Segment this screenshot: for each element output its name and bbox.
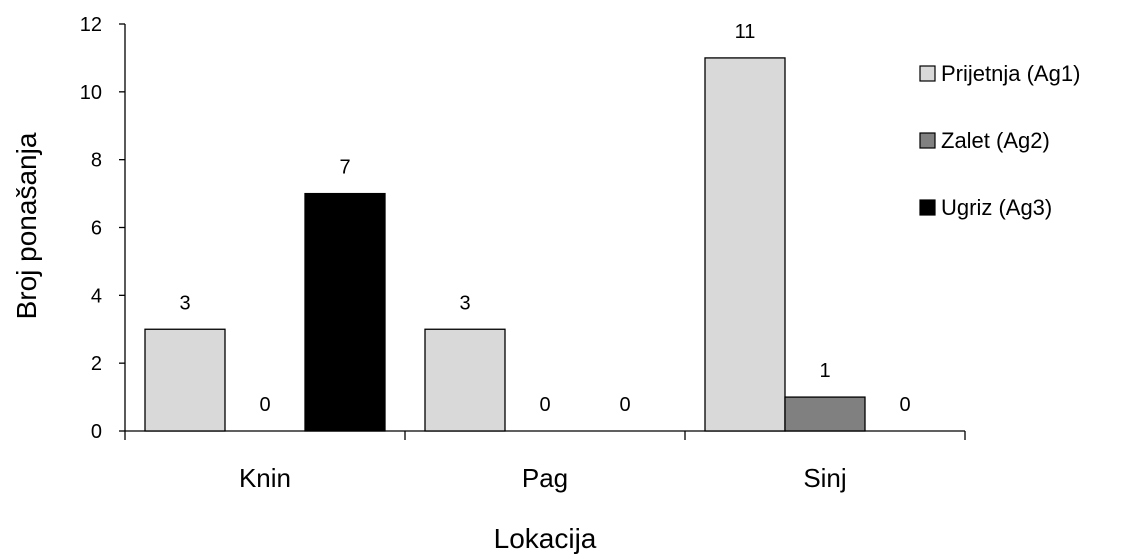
bar	[704, 57, 786, 432]
legend-swatch	[919, 199, 936, 216]
x-axis-title: Lokacija	[494, 523, 597, 554]
data-label: 0	[899, 394, 910, 416]
x-category-label: Sinj	[803, 463, 846, 493]
data-label: 3	[179, 292, 190, 314]
data-label: 0	[539, 394, 550, 416]
data-label: 7	[339, 157, 350, 179]
y-axis-title: Broj ponašanja	[11, 132, 42, 319]
bar	[784, 396, 866, 432]
data-label: 3	[459, 292, 470, 314]
legend-label: Prijetnja (Ag1)	[941, 61, 1080, 86]
data-label: 11	[735, 21, 756, 43]
x-category-label: Pag	[522, 463, 568, 493]
bar	[424, 328, 506, 432]
legend-swatch	[919, 65, 936, 82]
y-tick-label: 10	[80, 82, 102, 104]
legend-swatch	[919, 132, 936, 149]
bar	[304, 192, 386, 432]
legend: Prijetnja (Ag1) Zalet (Ag2) Ugriz (Ag3)	[919, 61, 1080, 220]
data-label: 1	[819, 360, 830, 382]
legend-label: Zalet (Ag2)	[941, 128, 1050, 153]
y-tick-label: 0	[91, 421, 102, 443]
x-category-label: Knin	[239, 463, 291, 493]
y-tick-label: 12	[80, 14, 102, 36]
y-tick-label: 8	[91, 150, 102, 172]
y-tick-label: 2	[91, 353, 102, 375]
y-tick-label: 6	[91, 218, 102, 240]
y-tick-label: 4	[91, 285, 102, 307]
data-label: 0	[619, 394, 630, 416]
legend-label: Ugriz (Ag3)	[941, 195, 1052, 220]
data-label: 0	[259, 394, 270, 416]
bar	[144, 328, 226, 432]
